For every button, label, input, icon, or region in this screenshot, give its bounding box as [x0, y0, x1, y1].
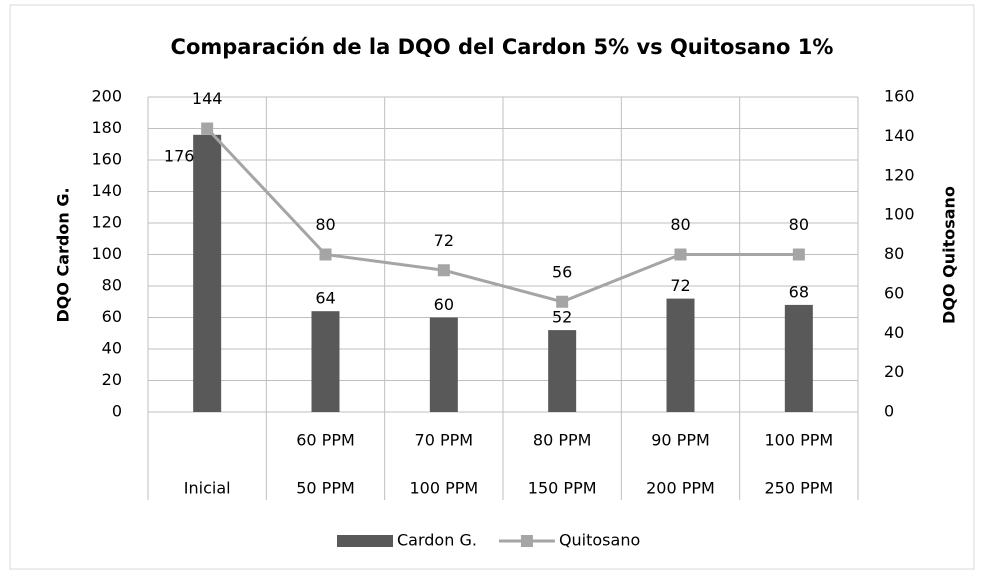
- y-tick-label: 160: [91, 150, 122, 169]
- y-tick-label: 40: [102, 339, 122, 358]
- y2-tick-label: 0: [884, 402, 894, 421]
- bar: [666, 298, 695, 412]
- bar-value-label: 176: [164, 146, 195, 165]
- y2-tick-label: 60: [884, 283, 904, 302]
- y-tick-label: 100: [91, 244, 122, 263]
- x-tick-label: 250 PPM: [764, 479, 833, 498]
- x-tick-label: 100 PPM: [409, 479, 478, 498]
- y-tick-label: 200: [91, 87, 122, 106]
- y-tick-label: 180: [91, 118, 122, 137]
- line-value-label: 80: [315, 215, 335, 234]
- bar: [429, 317, 458, 412]
- y-tick-label: 80: [102, 276, 122, 295]
- x-subtick-label: 80 PPM: [533, 431, 592, 450]
- legend-swatch: [520, 535, 533, 547]
- line-value-label: 80: [670, 215, 690, 234]
- bar: [548, 330, 577, 412]
- chart-title: Comparación de la DQO del Cardon 5% vs Q…: [171, 35, 834, 59]
- y-tick-label: 0: [112, 402, 122, 421]
- bar-value-label: 72: [670, 276, 690, 295]
- y2-tick-label: 20: [884, 362, 904, 381]
- y-tick-label: 60: [102, 307, 122, 326]
- line-value-label: 144: [192, 89, 223, 108]
- x-subtick-label: 90 PPM: [651, 431, 710, 450]
- y2-tick-label: 100: [884, 205, 915, 224]
- bar-value-label: 60: [434, 295, 454, 314]
- x-tick-label: 150 PPM: [528, 479, 597, 498]
- bar-value-label: 52: [552, 308, 572, 327]
- bar: [784, 304, 813, 412]
- bar-value-label: 64: [315, 289, 335, 308]
- bar: [193, 134, 222, 413]
- x-subtick-label: 70 PPM: [415, 431, 474, 450]
- y2-tick-label: 120: [884, 165, 915, 184]
- line-value-label: 72: [434, 231, 454, 250]
- line-value-label: 80: [789, 215, 809, 234]
- line-marker: [201, 122, 214, 135]
- y2-tick-label: 140: [884, 126, 915, 145]
- y-tick-label: 20: [102, 370, 122, 389]
- x-subtick-label: 100 PPM: [764, 431, 833, 450]
- line-marker: [674, 248, 687, 261]
- line-marker: [319, 248, 332, 261]
- bar: [311, 311, 340, 412]
- legend-swatch: [337, 535, 393, 547]
- x-tick-label: Inicial: [184, 479, 231, 498]
- y-tick-label: 120: [91, 213, 122, 232]
- y2-tick-label: 40: [884, 323, 904, 342]
- line: [206, 127, 799, 304]
- x-tick-label: 50 PPM: [296, 479, 355, 498]
- y2-tick-label: 80: [884, 244, 904, 263]
- line-marker: [792, 248, 805, 261]
- chart-frame: [9, 4, 975, 570]
- line-marker: [556, 295, 569, 308]
- legend-label: Cardon G.: [397, 531, 477, 550]
- y2-tick-label: 160: [884, 87, 915, 106]
- bar-value-label: 68: [789, 282, 809, 301]
- line-value-label: 56: [552, 262, 572, 281]
- x-subtick-label: 60 PPM: [296, 431, 355, 450]
- line-marker: [437, 264, 450, 277]
- y2-axis-title: DQO Quitosano: [940, 186, 959, 324]
- x-tick-label: 200 PPM: [646, 479, 715, 498]
- legend-label: Quitosano: [559, 531, 640, 550]
- y-tick-label: 140: [91, 181, 122, 200]
- y-axis-title: DQO Cardon G.: [54, 187, 73, 322]
